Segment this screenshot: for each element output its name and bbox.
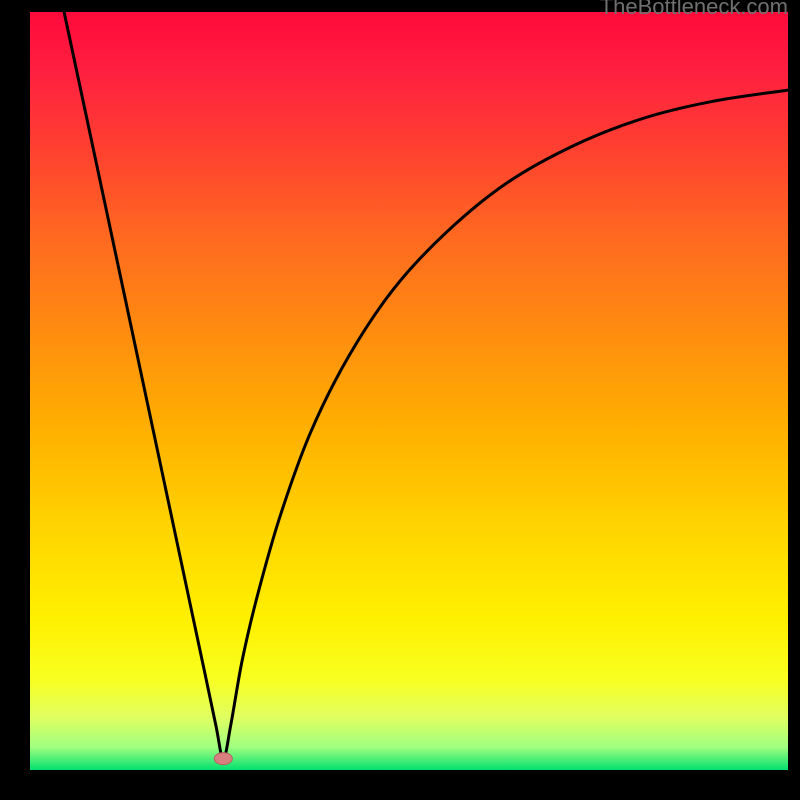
bottleneck-curve bbox=[64, 12, 788, 759]
dip-marker bbox=[214, 753, 232, 765]
plot-area bbox=[30, 12, 788, 770]
watermark-label: TheBottleneck.com bbox=[600, 0, 788, 20]
chart-container: TheBottleneck.com bbox=[0, 0, 800, 800]
curve-layer bbox=[30, 12, 788, 770]
